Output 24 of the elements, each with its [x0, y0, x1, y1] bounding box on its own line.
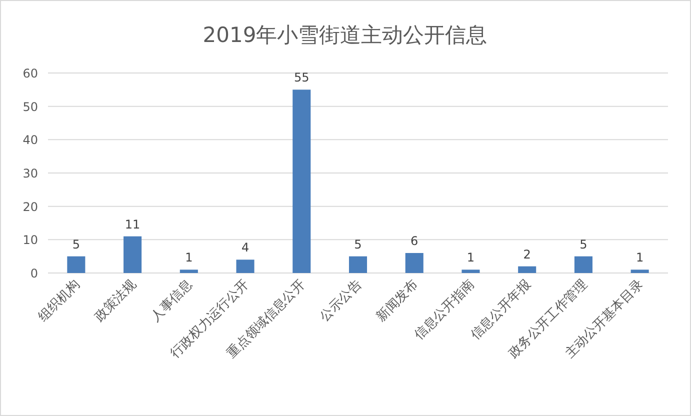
chart-title: 2019年小雪街道主动公开信息: [202, 23, 488, 47]
x-tick-label: 组织机构: [36, 277, 84, 325]
x-tick-label: 公示公告: [317, 277, 365, 325]
data-label: 1: [636, 250, 644, 265]
data-label: 5: [580, 237, 588, 252]
x-tick-label: 政策法规: [92, 277, 140, 325]
y-tick-label: 20: [22, 200, 38, 214]
y-tick-label: 50: [22, 100, 38, 114]
x-tick-label: 新闻发布: [374, 277, 422, 325]
data-label: 4: [241, 240, 250, 255]
y-tick-label: 0: [30, 266, 38, 280]
data-label: 5: [354, 237, 362, 252]
y-tick-label: 40: [22, 133, 38, 148]
data-label: 11: [124, 217, 140, 232]
y-tick-label: 30: [22, 166, 38, 180]
x-tick-label: 人事信息: [148, 277, 196, 325]
data-label: 1: [185, 250, 193, 265]
data-label: 55: [294, 70, 310, 85]
data-label: 2: [523, 247, 531, 262]
y-tick-label: 60: [22, 66, 38, 80]
data-label: 5: [72, 237, 80, 252]
y-tick-label: 10: [22, 233, 38, 248]
data-label: 6: [410, 234, 418, 248]
data-label: 1: [466, 250, 475, 265]
